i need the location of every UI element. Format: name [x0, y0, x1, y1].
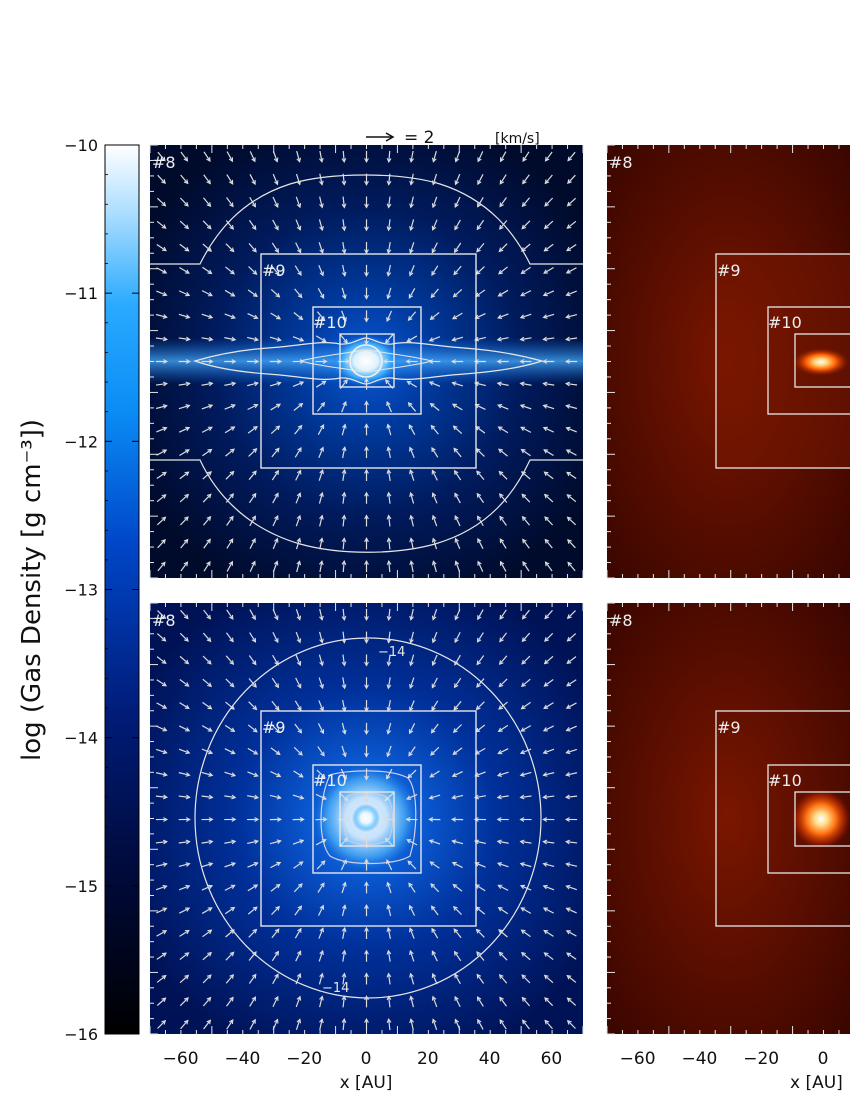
- level-label-9: #9: [717, 261, 741, 280]
- level-label-10: #10: [768, 771, 802, 790]
- colorbar-tick-label: −16: [64, 1025, 98, 1044]
- panel-top-right: #8 #9 #10: [607, 145, 850, 578]
- colorbar-tick-label: −12: [64, 432, 98, 451]
- colorbar-tick-label: −14: [64, 729, 98, 748]
- level-label-8: #8: [152, 153, 176, 172]
- x-tick-label: 60: [541, 1049, 563, 1069]
- level-label-8: #8: [609, 611, 633, 630]
- contour-label-top: −14: [378, 645, 405, 660]
- colorbar-tick-label: −15: [64, 877, 98, 896]
- dense-core-center: [352, 804, 380, 832]
- panel-bottom-left: −14 −14 #8 #9 #10: [150, 603, 583, 1034]
- x-axis-label-right: x [AU]: [790, 1073, 843, 1093]
- x-tick-label: −20: [286, 1049, 322, 1069]
- panel-top-left: #8 #9 #10: [150, 145, 583, 578]
- level-label-10: #10: [768, 313, 802, 332]
- contour-label-bottom: −14: [322, 981, 349, 996]
- x-tick-label: 20: [417, 1049, 439, 1069]
- colorbar: −10 −11 −12 −13 −14 −15 −16 log (Gas Density […: [17, 136, 139, 1044]
- level-label-9: #9: [262, 718, 286, 737]
- level-label-8: #8: [609, 153, 633, 172]
- x-tick-label: −40: [224, 1049, 260, 1069]
- x-tick-label: 0: [361, 1049, 372, 1069]
- hot-core: [791, 789, 850, 849]
- x-tick-labels: −60 −40 −20 0 20 40 60 −60 −40 −20 0: [163, 1049, 829, 1069]
- x-axis-label: x [AU]: [340, 1073, 393, 1093]
- colorbar-label: log (Gas Density [g cm⁻³]): [17, 419, 47, 761]
- x-tick-label-right: −20: [743, 1049, 779, 1069]
- hot-core: [793, 348, 849, 376]
- colorbar-tick-label: −13: [64, 581, 98, 600]
- x-tick-label-right: 0: [818, 1049, 829, 1069]
- level-label-8: #8: [152, 611, 176, 630]
- x-tick-label: −60: [163, 1049, 199, 1069]
- level-label-10: #10: [313, 771, 347, 790]
- x-tick-label-right: −60: [620, 1049, 656, 1069]
- level-label-10: #10: [313, 313, 347, 332]
- level-label-9: #9: [717, 718, 741, 737]
- velocity-key-unit: [km/s]: [495, 131, 540, 147]
- x-tick-label-right: −40: [681, 1049, 717, 1069]
- x-tick-label: 40: [479, 1049, 501, 1069]
- colorbar-tick-label: −10: [64, 136, 98, 155]
- panel-bottom-right: #8 #9 #10: [607, 603, 850, 1034]
- level-label-9: #9: [262, 261, 286, 280]
- colorbar-tick-label: −11: [64, 284, 98, 303]
